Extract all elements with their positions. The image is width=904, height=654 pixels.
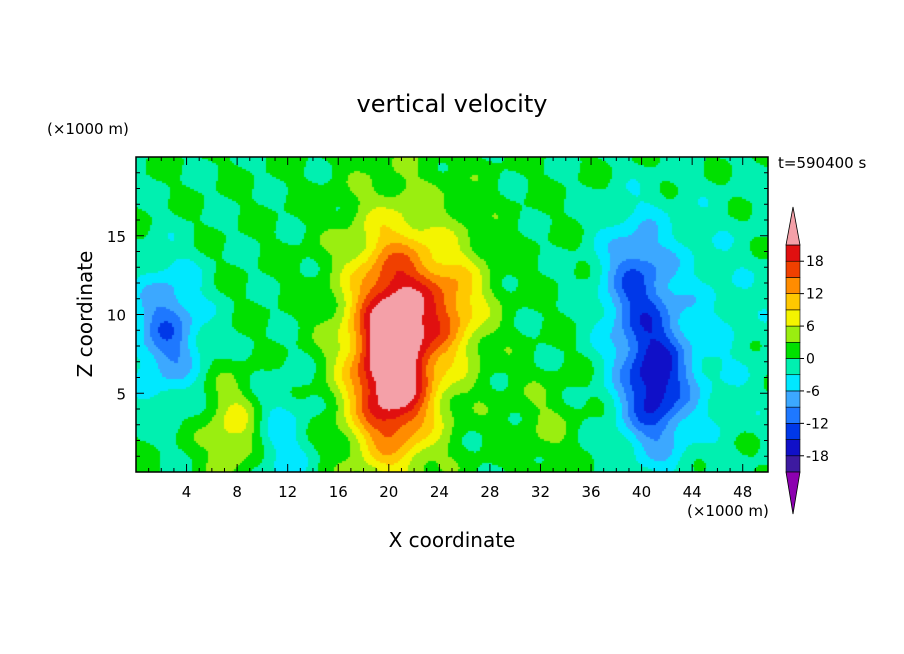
colorbar-tick-label: 0: [806, 352, 815, 368]
x-tick-label: 16: [329, 483, 348, 501]
colorbar-band: [785, 358, 801, 376]
colorbar-tick-label: -12: [806, 416, 829, 432]
colorbar-band: [785, 341, 801, 359]
velocity-field: [136, 157, 768, 472]
colorbar-tick-label: 12: [806, 287, 824, 303]
colorbar-band: [785, 423, 801, 440]
colorbar-band: [785, 325, 801, 343]
chart-title: vertical velocity: [357, 90, 548, 118]
x-tick-label: 32: [531, 483, 550, 501]
x-tick-label: 48: [733, 483, 752, 501]
colorbar-band: [785, 455, 801, 473]
x-unit-label: (×1000 m): [687, 502, 769, 520]
y-tick-label: 15: [107, 228, 126, 246]
colorbar-band: [785, 293, 801, 311]
colorbar-under-arrow: [785, 471, 801, 515]
x-tick-label: 40: [632, 483, 651, 501]
x-tick-label: 20: [379, 483, 398, 501]
colorbar-band: [785, 309, 801, 327]
x-tick-label: 28: [480, 483, 499, 501]
plot-area: [136, 157, 768, 472]
x-tick-label: 4: [182, 483, 192, 501]
colorbar-band: [785, 277, 801, 294]
colorbar-band: [785, 244, 801, 262]
x-tick-label: 44: [683, 483, 702, 501]
time-label: t=590400 s: [778, 154, 866, 172]
colorbar: 18 12 6 0 -6 -12 -18: [785, 206, 829, 515]
colorbar-tick-label: -18: [806, 449, 829, 465]
colorbar-tick-label: 18: [806, 254, 824, 270]
x-axis: 4 8 12 16 20 24 28 32 36 40 44 48: [148, 157, 756, 501]
y-unit-label: (×1000 m): [47, 120, 129, 138]
y-tick-label: 10: [107, 307, 126, 325]
colorbar-tick-label: 6: [806, 319, 815, 335]
colorbar-band: [785, 374, 801, 392]
x-tick-label: 8: [232, 483, 242, 501]
colorbar-over-arrow: [785, 206, 801, 246]
x-tick-label: 12: [278, 483, 297, 501]
y-axis: 5 10 15: [107, 172, 768, 457]
x-tick-label: 36: [581, 483, 600, 501]
colorbar-tick-label: -6: [806, 384, 820, 400]
colorbar-band: [785, 390, 801, 408]
y-tick-label: 5: [116, 385, 126, 403]
x-axis-label: X coordinate: [389, 528, 516, 552]
y-axis-label: Z coordinate: [73, 251, 97, 378]
colorbar-band: [785, 260, 801, 278]
colorbar-band: [785, 439, 801, 457]
x-tick-label: 24: [430, 483, 449, 501]
colorbar-band: [785, 406, 801, 424]
